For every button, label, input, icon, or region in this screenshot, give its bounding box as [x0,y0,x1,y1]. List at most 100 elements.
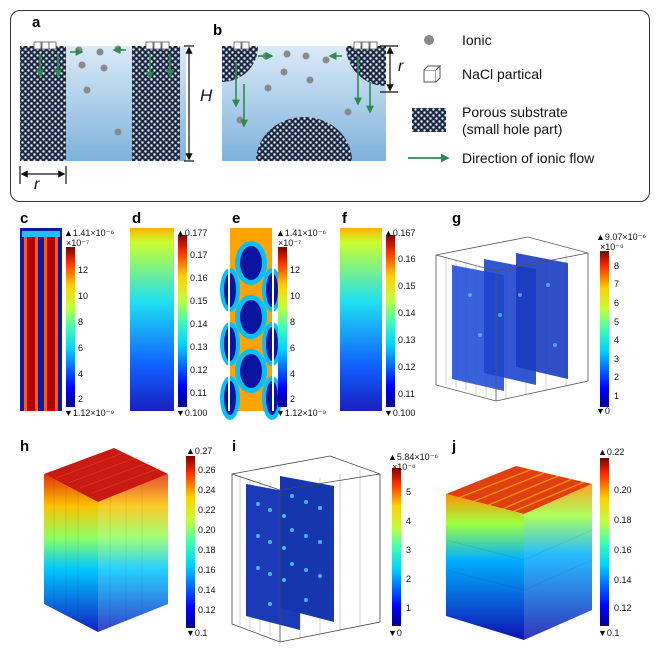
cb-d-tick: 0.17 [190,250,208,260]
cb-d-min: ▼0.100 [176,408,208,418]
panel-label-d: d [132,210,142,227]
cb-h-tick: 0.18 [198,545,216,555]
cb-e-tick: 12 [290,265,301,275]
porous-dome-bottom [256,117,352,161]
legend-nacl: NaCl partical [462,66,543,82]
plot-e [220,228,282,420]
cb-i-tick: 5 [406,487,412,497]
cb-h-tick: 0.16 [198,565,216,575]
panel-label-b: b [213,22,223,39]
cb-i-max: ▲5.84×10⁻⁶ [388,452,439,462]
legend-porous-2: (small hole part) [462,121,563,137]
cb-e-tick: 2 [290,394,296,404]
cb-e-tick: 8 [290,317,296,327]
colorbar-g [600,251,609,407]
nacl-particles-a [33,41,170,50]
cb-h-tick: 0.24 [198,485,216,495]
cb-c-tick: 4 [78,369,84,379]
cb-g-tick: 1 [614,391,620,401]
cb-g-min: ▼0 [596,406,610,416]
cb-c-tick: 6 [78,343,84,353]
cb-j-min: ▼0.1 [598,628,620,638]
nacl-cube-icon [423,64,442,83]
cb-c-tick: 10 [78,291,89,301]
cb-h-tick: 0.20 [198,525,216,535]
schematic-drawing [19,35,450,184]
legend-porous-1: Porous substrate [462,104,568,120]
cb-j-tick: 0.12 [614,603,632,613]
cb-d-tick: 0.14 [190,319,208,329]
cb-f-tick: 0.16 [398,254,416,264]
cb-j-tick: 0.20 [614,485,632,495]
cb-i-tick: 1 [406,603,412,613]
nacl-particles-b [233,41,378,50]
cb-d-tick: 0.12 [190,365,208,375]
panel-label-c: c [20,210,29,227]
cb-i-tick: 4 [406,516,412,526]
plot-f [340,228,382,411]
ionic-icon [424,35,434,45]
cb-g-tick: 8 [614,261,620,271]
cb-c-min: ▼1.12×10⁻⁹ [64,408,115,418]
cb-g-max: ▲9.07×10⁻⁶ [596,232,647,242]
cb-g-exp: ×10⁻⁶ [600,242,624,252]
cb-c-exp: ×10⁻⁷ [66,238,90,248]
panel-label-g: g [452,210,462,227]
legend-flow: Direction of ionic flow [462,150,595,166]
cb-c-tick: 12 [78,265,89,275]
colorbar-c [66,247,75,407]
cb-g-tick: 2 [614,372,620,382]
cb-d-tick: 0.15 [190,296,208,306]
cb-d-max: ▲0.177 [176,228,208,238]
cb-h-tick: 0.26 [198,465,216,475]
cb-e-exp: ×10⁻⁷ [278,238,302,248]
panel-label-i: i [232,438,237,455]
panel-label-e: e [232,210,241,227]
plot-h [44,448,168,632]
cb-j-tick: 0.16 [614,545,632,555]
row2-plots [20,228,609,420]
cb-f-tick: 0.14 [398,308,416,318]
panel-label-j: j [452,438,457,455]
height-label: H [200,86,213,105]
cb-g-tick: 4 [614,335,620,345]
legend-ionic: Ionic [462,32,492,48]
cb-h-max: ▲0.27 [186,446,213,456]
porous-corner-left [222,46,258,82]
colorbar-f [386,235,395,407]
cb-i-tick: 3 [406,545,412,555]
cb-g-tick: 6 [614,298,620,308]
flow-arrows-b [232,52,374,128]
plot-j [445,466,593,640]
cb-f-tick: 0.15 [398,281,416,291]
cb-j-tick: 0.18 [614,515,632,525]
cb-f-max: ▲0.167 [384,228,416,238]
cb-h-tick: 0.12 [198,605,216,615]
plot-i [231,455,381,643]
cb-e-tick: 4 [290,369,296,379]
cb-e-tick: 10 [290,291,301,301]
colorbar-d [178,235,187,407]
cb-j-tick: 0.14 [614,575,632,585]
colorbar-i [392,468,401,626]
cb-g-tick: 5 [614,317,620,327]
plot-d [130,228,174,411]
porous-corner-right [346,46,386,86]
cb-d-tick: 0.16 [190,273,208,283]
cb-i-tick: 2 [406,574,412,584]
plot-g [435,236,589,402]
row3-plots [44,448,609,643]
porous-substrate-icon [412,108,446,132]
colorbar-j [600,458,609,626]
panel-label-a: a [32,14,41,31]
colorbar-e [278,247,287,407]
panel-label-f: f [342,210,347,227]
colorbar-h [186,456,195,628]
radius-label-a: r [34,176,40,193]
cb-f-min: ▼0.100 [384,408,416,418]
cb-d-tick: 0.13 [190,342,208,352]
cb-e-max: ▲1.41×10⁻⁶ [276,228,327,238]
cb-g-tick: 7 [614,279,620,289]
cb-f-tick: 0.12 [398,362,416,372]
plot-c [20,228,62,411]
